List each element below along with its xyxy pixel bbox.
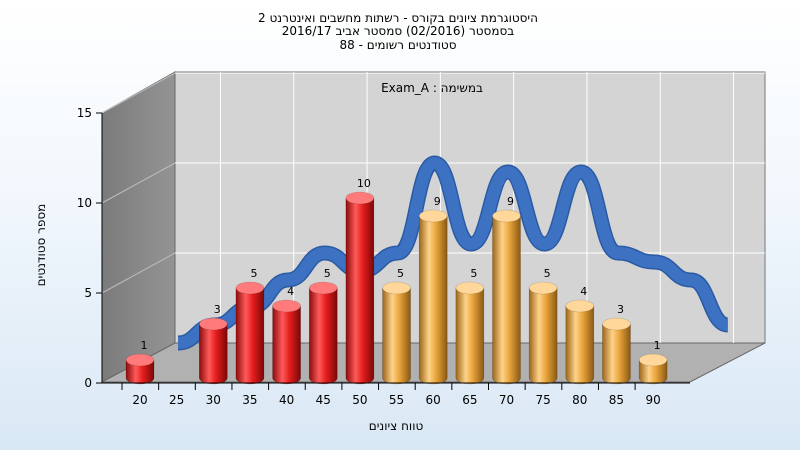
x-tick-label: 55 xyxy=(389,393,404,407)
bar-top xyxy=(345,191,375,205)
y-tick-label: 15 xyxy=(77,106,92,120)
bar-75: 5 xyxy=(528,267,558,385)
bar-55: 5 xyxy=(382,267,411,385)
x-tick-label: 30 xyxy=(206,393,221,407)
data-label: 9 xyxy=(507,195,514,208)
data-label: 5 xyxy=(470,267,477,280)
bar-60: 9 xyxy=(418,195,448,385)
bar-body xyxy=(308,287,338,385)
data-label: 3 xyxy=(214,303,221,316)
data-label: 10 xyxy=(357,177,371,190)
bar-70: 9 xyxy=(492,195,521,385)
left-wall xyxy=(101,71,176,383)
bar-top xyxy=(492,209,521,223)
bar-20: 1 xyxy=(125,339,155,385)
y-axis: 0 5 10 15 xyxy=(77,106,103,390)
x-axis: 20 25 30 35 40 45 50 55 60 65 70 75 80 85 90 xyxy=(102,382,690,407)
trend-ribbon xyxy=(177,155,730,351)
bar-90: 1 xyxy=(638,339,668,385)
bar-body xyxy=(345,197,375,385)
data-label: 5 xyxy=(250,267,257,280)
bar-top xyxy=(382,281,411,295)
chart-title-line-3: סטודנטים רשומים - 88 xyxy=(339,38,456,52)
bar-top xyxy=(308,281,338,295)
x-tick-label: 50 xyxy=(352,393,367,407)
bar-85: 3 xyxy=(602,303,631,385)
bar-top xyxy=(638,353,668,367)
y-axis-title: מספר סטודנטים xyxy=(34,204,48,287)
chart-title-line-2: בסמסטר (02/2016) סמסטר אביב 2016/17 xyxy=(282,24,514,38)
exam-annotation: Exam_A : במשימה xyxy=(381,81,483,95)
x-tick-label: 35 xyxy=(242,393,257,407)
y-tick-label: 0 xyxy=(84,376,92,390)
x-tick-label: 65 xyxy=(462,393,477,407)
bar-top xyxy=(602,317,631,331)
bar-body xyxy=(565,305,595,385)
data-label: 5 xyxy=(324,267,331,280)
x-tick-label: 75 xyxy=(536,393,551,407)
data-label: 5 xyxy=(397,267,404,280)
x-tick-label: 60 xyxy=(426,393,441,407)
x-tick-label: 80 xyxy=(572,393,587,407)
data-label: 4 xyxy=(580,285,587,298)
data-label: 9 xyxy=(434,195,441,208)
bar-top xyxy=(418,209,448,223)
bar-top xyxy=(528,281,558,295)
chart-title-line-1: היסטוגרמת ציונים בקורס - רשתות מחשבים וא… xyxy=(258,11,538,25)
bar-top xyxy=(565,299,595,313)
bar-65: 5 xyxy=(455,267,485,385)
bar-body xyxy=(125,359,155,385)
x-tick-label: 90 xyxy=(645,393,660,407)
bars: 1 3 5 4 5 10 5 9 5 9 5 4 3 1 xyxy=(125,177,668,385)
bar-body xyxy=(602,323,631,385)
x-tick-label: 25 xyxy=(169,393,184,407)
bar-top xyxy=(235,281,265,295)
bar-body xyxy=(528,287,558,385)
x-tick-label: 70 xyxy=(499,393,514,407)
data-label: 5 xyxy=(544,267,551,280)
bar-top xyxy=(455,281,485,295)
bar-80: 4 xyxy=(565,285,595,385)
x-axis-title: טווח ציונים xyxy=(369,419,424,433)
bar-top xyxy=(125,353,155,367)
bar-body xyxy=(455,287,485,385)
bar-body xyxy=(492,215,521,385)
x-tick-label: 85 xyxy=(609,393,624,407)
bar-body xyxy=(272,305,301,385)
trend-ribbon-line xyxy=(177,157,730,349)
bar-top xyxy=(272,299,301,313)
bar-body xyxy=(235,287,265,385)
data-label: 4 xyxy=(287,285,294,298)
bar-body xyxy=(199,323,228,385)
bar-40: 4 xyxy=(272,285,301,385)
data-label: 1 xyxy=(141,339,148,352)
x-tick-label: 20 xyxy=(132,393,147,407)
bar-top xyxy=(199,317,228,331)
data-label: 3 xyxy=(617,303,624,316)
y-tick-label: 5 xyxy=(84,286,92,300)
bar-30: 3 xyxy=(199,303,228,385)
x-tick-label: 40 xyxy=(279,393,294,407)
bar-50: 10 xyxy=(345,177,375,385)
bar-body xyxy=(418,215,448,385)
bar-45: 5 xyxy=(308,267,338,385)
data-label: 1 xyxy=(654,339,661,352)
bar-body xyxy=(382,287,411,385)
bar-body xyxy=(638,359,668,385)
x-tick-label: 45 xyxy=(316,393,331,407)
bar-35: 5 xyxy=(235,267,265,385)
y-tick-label: 10 xyxy=(77,196,92,210)
